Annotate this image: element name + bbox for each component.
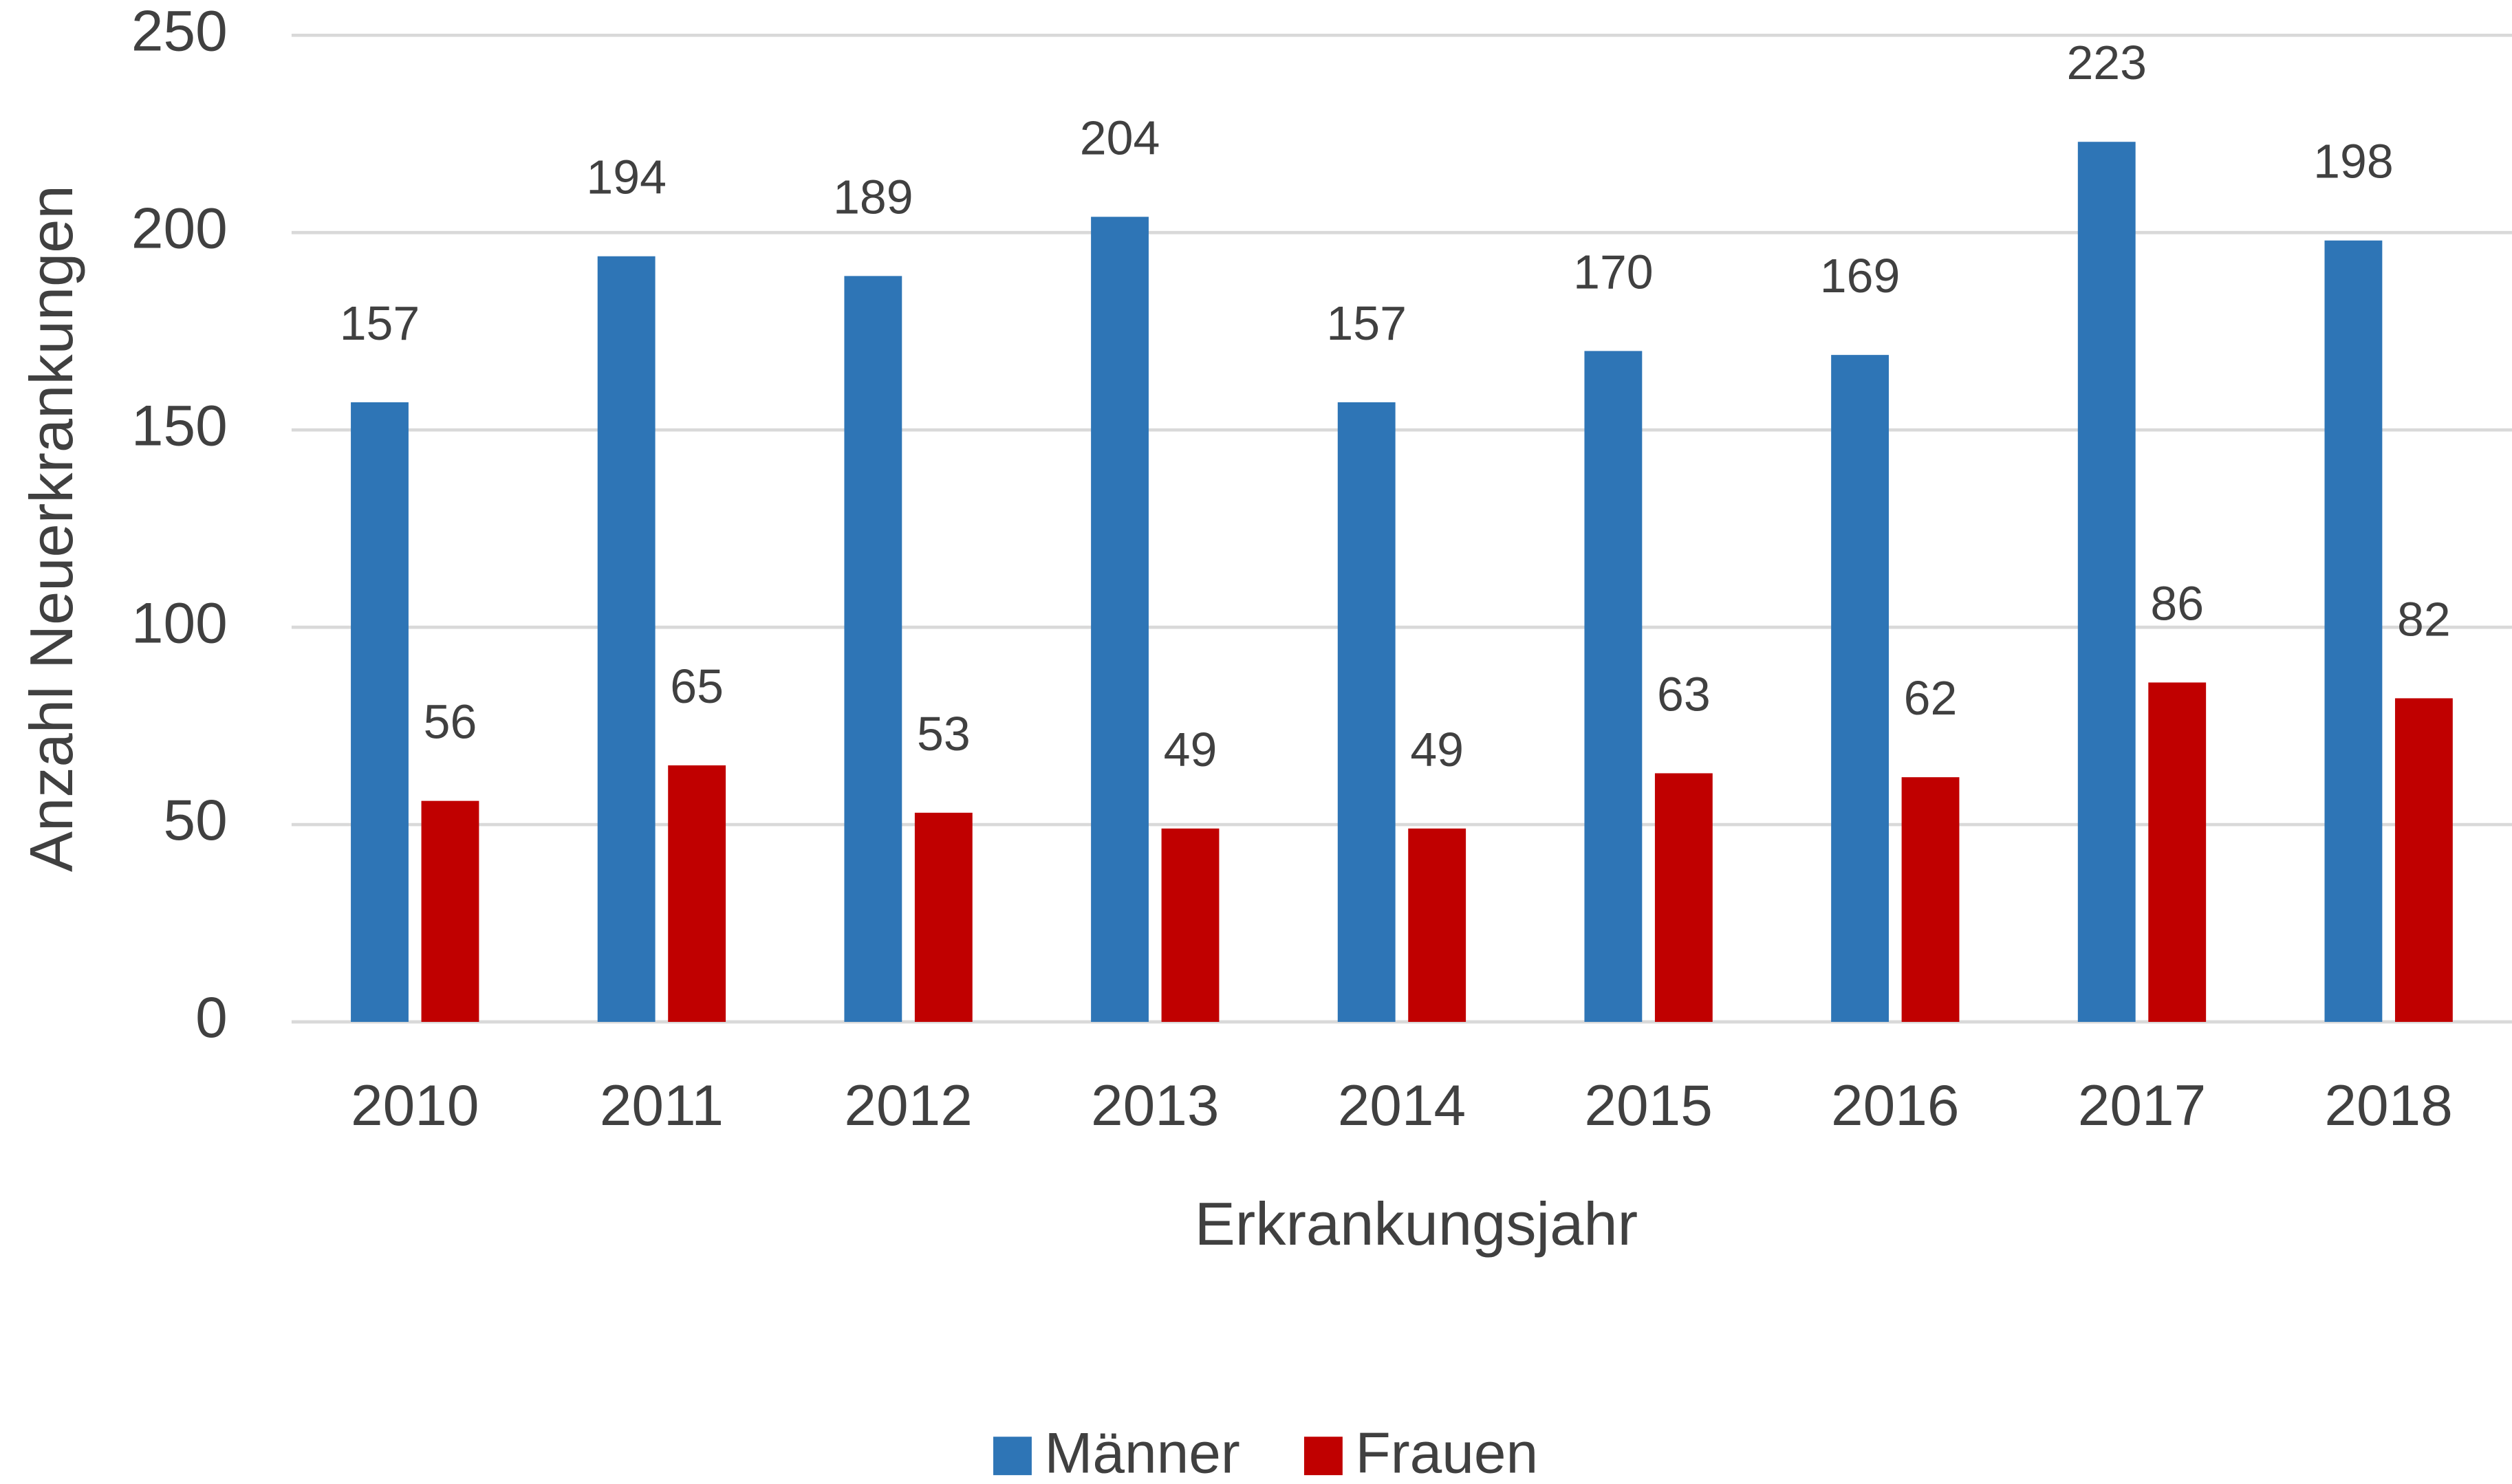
y-axis-title: Anzahl Neuerkrankungen	[17, 185, 85, 872]
x-axis-title: Erkrankungsjahr	[1195, 1190, 1638, 1258]
legend-label: Männer	[1045, 1421, 1240, 1484]
legend-swatch	[1303, 1437, 1343, 1476]
value-label: 194	[586, 151, 667, 204]
x-tick-label: 2016	[1831, 1073, 1959, 1137]
value-label: 63	[1657, 667, 1711, 721]
value-label: 49	[1410, 723, 1464, 776]
bar	[2394, 698, 2453, 1023]
legend-label: Frauen	[1355, 1421, 1538, 1484]
value-label: 170	[1573, 245, 1654, 298]
value-label: 53	[917, 707, 971, 761]
value-label: 56	[424, 695, 477, 749]
value-label: 65	[670, 659, 724, 713]
y-tick-label: 250	[131, 0, 228, 63]
value-label: 198	[2313, 135, 2394, 188]
bar	[1337, 402, 1396, 1023]
x-tick-label: 2012	[844, 1073, 972, 1137]
value-label: 86	[2150, 576, 2204, 630]
y-tick-label: 50	[163, 787, 227, 852]
x-tick-label: 2011	[600, 1073, 724, 1137]
bar	[1091, 217, 1149, 1023]
bar	[1901, 777, 1960, 1023]
x-tick-label: 2018	[2324, 1073, 2453, 1137]
value-label: 49	[1164, 723, 1217, 776]
bar	[1161, 828, 1220, 1023]
value-label: 169	[1820, 249, 1901, 303]
y-tick-label: 150	[131, 393, 228, 457]
bar	[1408, 828, 1466, 1023]
y-tick-label: 200	[131, 195, 228, 260]
x-tick-label: 2014	[1338, 1073, 1466, 1137]
bar	[2324, 240, 2383, 1023]
legend-swatch	[993, 1437, 1032, 1476]
bar	[1654, 773, 1713, 1023]
bar	[668, 765, 726, 1023]
bar	[421, 800, 479, 1023]
x-tick-label: 2015	[1584, 1073, 1713, 1137]
bar	[1831, 355, 1889, 1023]
bar	[351, 402, 409, 1023]
bar	[2148, 682, 2207, 1023]
value-label: 157	[340, 296, 420, 350]
bar	[2077, 142, 2136, 1023]
bar	[914, 812, 973, 1023]
value-label: 223	[2066, 36, 2147, 89]
x-tick-label: 2013	[1091, 1073, 1220, 1137]
value-label: 82	[2397, 592, 2451, 646]
y-tick-label: 100	[131, 590, 228, 655]
x-tick-label: 2010	[351, 1073, 479, 1137]
bar	[844, 276, 902, 1023]
bar	[1584, 351, 1643, 1023]
value-label: 189	[833, 170, 913, 223]
value-label: 62	[1904, 671, 1958, 725]
value-label: 204	[1080, 111, 1160, 164]
value-label: 157	[1326, 296, 1407, 350]
bar	[597, 256, 656, 1023]
y-tick-label: 0	[195, 985, 228, 1049]
x-tick-label: 2017	[2078, 1073, 2207, 1137]
